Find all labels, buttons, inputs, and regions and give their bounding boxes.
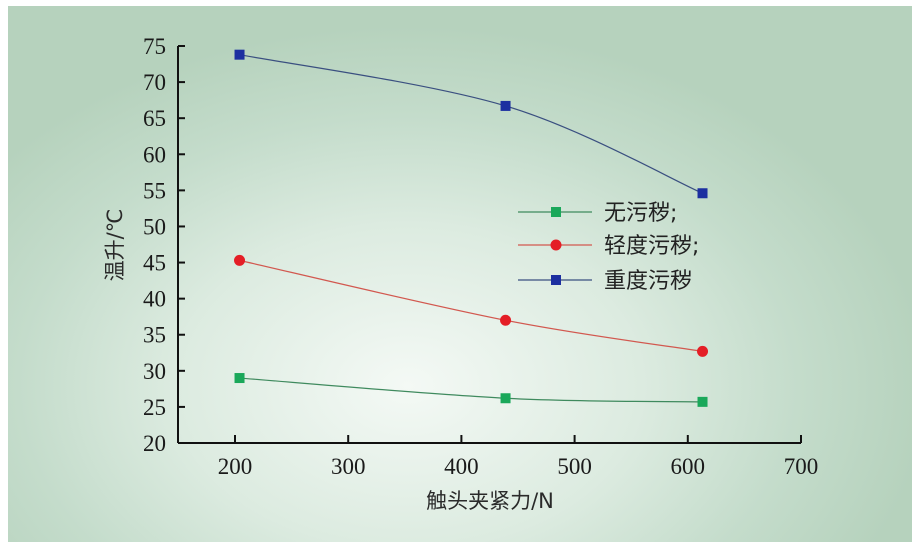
- data-point-circle: [234, 254, 246, 266]
- data-point-square: [234, 49, 245, 60]
- data-series: [234, 49, 709, 407]
- x-tick-label: 700: [784, 454, 819, 479]
- legend-label: 重度污秽: [604, 269, 692, 294]
- legend-marker-square: [551, 207, 561, 217]
- data-point-square: [500, 393, 511, 404]
- data-point-square: [234, 373, 245, 384]
- x-axis-title: 触头夹紧力/N: [426, 489, 554, 513]
- y-tick-label: 20: [143, 431, 166, 456]
- series-line: [239, 377, 703, 403]
- x-tick-label: 300: [331, 454, 366, 479]
- chart-panel: [8, 6, 912, 542]
- x-tick-label: 200: [218, 454, 253, 479]
- legend-label: 轻度污秽;: [604, 234, 699, 259]
- y-axis-title: 温升/℃: [103, 209, 127, 282]
- legend-marker-square: [551, 275, 561, 285]
- data-point-square: [697, 396, 708, 407]
- legend: 无污秽; 轻度污秽; 重度污秽: [518, 201, 699, 294]
- x-tick-label: 600: [671, 454, 706, 479]
- y-tick-label: 75: [143, 34, 166, 59]
- y-tick-label: 30: [143, 359, 166, 384]
- legend-marker-circle: [550, 239, 562, 251]
- y-tick-label: 40: [143, 287, 166, 312]
- legend-label: 无污秽;: [604, 201, 677, 226]
- y-tick-label: 50: [143, 214, 166, 239]
- axes: 20 25 30 35 40 45 50 55 60 65 70 75 200 300 400 500 600 7…: [143, 34, 818, 479]
- data-point-circle: [697, 345, 709, 357]
- y-tick-label: 70: [143, 70, 166, 95]
- y-tick-label: 25: [143, 395, 166, 420]
- y-tick-label: 45: [143, 251, 166, 276]
- data-point-square: [500, 100, 511, 111]
- x-tick-label: 500: [557, 454, 592, 479]
- y-tick-label: 35: [143, 323, 166, 348]
- y-tick-label: 65: [143, 106, 166, 131]
- x-tick-label: 400: [444, 454, 479, 479]
- series-line: [239, 54, 703, 194]
- y-tick-label: 55: [143, 178, 166, 203]
- data-point-circle: [500, 314, 512, 326]
- y-tick-label: 60: [143, 142, 166, 167]
- data-point-square: [697, 188, 708, 199]
